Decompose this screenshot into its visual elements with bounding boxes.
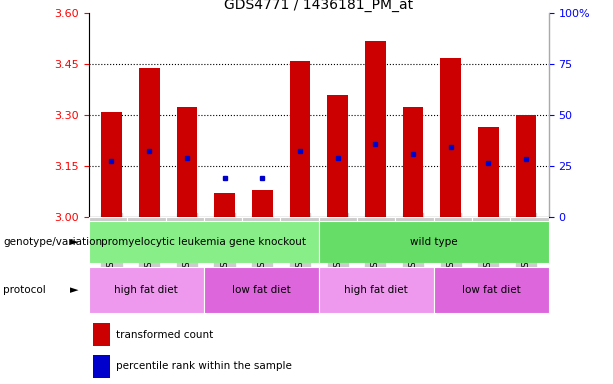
Bar bbox=[204, 267, 319, 313]
Bar bbox=[327, 95, 348, 217]
Bar bbox=[403, 107, 424, 217]
Bar bbox=[89, 267, 204, 313]
Bar bbox=[319, 217, 357, 261]
Text: ►: ► bbox=[70, 285, 78, 295]
Bar bbox=[357, 217, 395, 261]
Bar bbox=[440, 58, 461, 217]
Bar bbox=[395, 217, 434, 261]
Bar bbox=[101, 112, 122, 217]
Bar bbox=[214, 193, 235, 217]
Text: low fat diet: low fat diet bbox=[462, 285, 520, 295]
Bar bbox=[319, 221, 549, 263]
Text: high fat diet: high fat diet bbox=[345, 285, 408, 295]
Bar bbox=[434, 267, 549, 313]
Bar bbox=[93, 355, 110, 377]
Bar bbox=[516, 115, 536, 217]
Bar bbox=[89, 221, 319, 263]
Bar bbox=[472, 217, 510, 261]
Bar bbox=[93, 323, 110, 346]
Bar bbox=[89, 217, 128, 261]
Text: protocol: protocol bbox=[3, 285, 46, 295]
Bar bbox=[252, 190, 273, 217]
Text: ►: ► bbox=[70, 237, 78, 247]
Bar bbox=[204, 217, 242, 261]
Bar bbox=[365, 41, 386, 217]
Bar bbox=[434, 217, 472, 261]
Bar bbox=[128, 217, 166, 261]
Bar bbox=[510, 217, 549, 261]
Bar bbox=[289, 61, 310, 217]
Text: low fat diet: low fat diet bbox=[232, 285, 291, 295]
Bar bbox=[139, 68, 159, 217]
Bar bbox=[177, 107, 197, 217]
Text: transformed count: transformed count bbox=[116, 329, 214, 339]
Text: promyelocytic leukemia gene knockout: promyelocytic leukemia gene knockout bbox=[101, 237, 306, 247]
Text: genotype/variation: genotype/variation bbox=[3, 237, 102, 247]
Bar bbox=[242, 217, 281, 261]
Text: wild type: wild type bbox=[410, 237, 457, 247]
Title: GDS4771 / 1436181_PM_at: GDS4771 / 1436181_PM_at bbox=[224, 0, 413, 12]
Bar bbox=[281, 217, 319, 261]
Bar bbox=[166, 217, 204, 261]
Text: percentile rank within the sample: percentile rank within the sample bbox=[116, 361, 292, 371]
Bar bbox=[478, 127, 499, 217]
Text: high fat diet: high fat diet bbox=[115, 285, 178, 295]
Bar bbox=[319, 267, 434, 313]
